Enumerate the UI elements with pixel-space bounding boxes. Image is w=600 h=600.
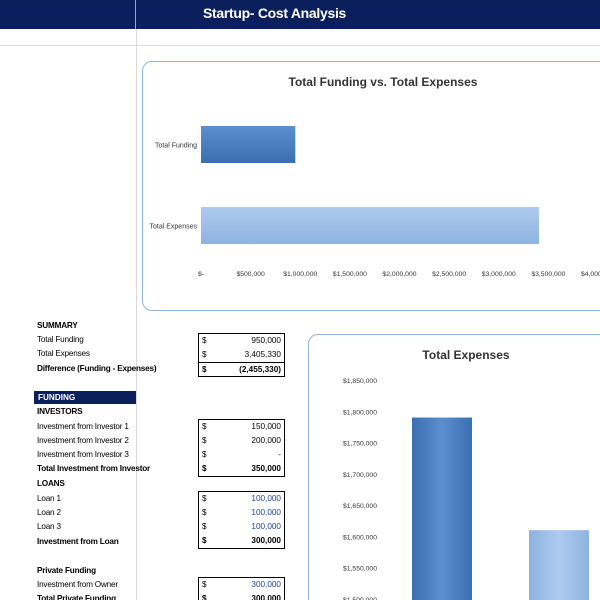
currency-symbol: $ [202,464,207,473]
investors-total-cell[interactable]: $ 350,000 [199,462,284,475]
loan-2-label: Loan 2 [37,508,61,517]
investor-2-cell[interactable]: $ 200,000 [199,434,284,447]
loans-total-label: Investment from Loan [37,537,119,546]
bar-total-expenses[interactable] [201,207,539,244]
currency-symbol: $ [202,536,207,545]
expense-bar[interactable] [529,530,589,600]
sheet-gridline [0,45,600,46]
x-tick-label: $3,000,000 [482,271,516,278]
currency-symbol: $ [202,436,207,445]
investor-3-cell[interactable]: $ - [199,448,284,461]
summary-difference-value: (2,455,330) [239,365,281,374]
investor-2-value: 200,000 [251,436,281,445]
investor-1-value: 150,000 [251,422,281,431]
loan-3-value: 100,000 [251,522,281,531]
y-tick-label: $1,500,000 [343,597,377,600]
currency-symbol: $ [202,450,207,459]
currency-symbol: $ [202,508,207,517]
summary-total-funding-cell[interactable]: $ 950,000 [199,334,284,347]
loan-2-cell[interactable]: $ 100,000 [199,506,284,519]
total-expenses-svg: Total Expenses $1,500,000 $1,550,000 $1,60… [343,348,589,600]
investors-total-value: 350,000 [251,464,281,473]
loans-heading: LOANS [37,479,65,488]
investor-3-label: Investment from Investor 3 [37,450,129,459]
chart-title: Total Expenses [422,348,509,362]
private-funding-heading: Private Funding [37,566,96,575]
total-expenses-chart[interactable]: Total Expenses $1,500,000 $1,550,000 $1,60… [308,334,600,600]
owner-investment-label: Investment from Owner [37,580,118,589]
x-tick-label: $1,000,000 [283,271,317,278]
loan-3-cell[interactable]: $ 100,000 [199,520,284,533]
investor-3-value: - [278,450,281,459]
private-total-label: Total Private Funding [37,594,116,600]
header-divider [135,0,136,29]
loan-3-label: Loan 3 [37,522,61,531]
private-total-value: 300,000 [251,594,281,600]
summary-heading: SUMMARY [37,321,78,330]
summary-difference-label: Difference (Funding - Expenses) [37,364,157,373]
investors-heading: INVESTORS [37,407,83,416]
loan-1-cell[interactable]: $ 100,000 [199,492,284,505]
loans-values-box: $ 100,000 $ 100,000 $ 100,000 $ 300,000 [198,491,285,549]
x-tick-label: $- [198,271,204,278]
private-total-cell[interactable]: $ 300,000 [199,592,284,600]
summary-values-box: $ 950,000 $ 3,405,330 $ (2,455,330) [198,333,285,377]
currency-symbol: $ [202,494,207,503]
funding-section-band: FUNDING [34,391,136,404]
y-tick-label: $1,800,000 [343,409,377,416]
x-tick-label: $4,000,000 [581,271,600,278]
bar-total-funding[interactable] [201,126,296,163]
loan-1-value: 100,000 [251,494,281,503]
category-label: Total Expenses [150,224,198,231]
sheet-column-divider [136,29,137,600]
y-tick-label: $1,850,000 [343,378,377,385]
investor-1-label: Investment from Investor 1 [37,422,129,431]
x-tick-label: $3,500,000 [531,271,565,278]
currency-symbol: $ [202,422,207,431]
y-tick-label: $1,550,000 [343,566,377,573]
page-title: Startup- Cost Analysis [203,5,347,21]
currency-symbol: $ [202,522,207,531]
investors-total-label: Total Investment from Investor [37,464,151,473]
loans-total-value: 300,000 [251,536,281,545]
y-tick-label: $1,750,000 [343,441,377,448]
category-label: Total Funding [155,143,197,150]
loan-1-label: Loan 1 [37,494,61,503]
funding-vs-expenses-chart[interactable]: Total Funding vs. Total Expenses Total F… [142,61,600,311]
summary-total-expenses-value: 3,405,330 [244,350,281,359]
investor-2-label: Investment from Investor 2 [37,436,129,445]
currency-symbol: $ [202,580,207,589]
expense-bar[interactable] [412,417,472,600]
x-tick-label: $2,500,000 [432,271,466,278]
investors-values-box: $ 150,000 $ 200,000 $ - $ 350,000 [198,419,285,477]
x-tick-label: $500,000 [236,271,265,278]
currency-symbol: $ [202,336,207,345]
y-tick-label: $1,600,000 [343,534,377,541]
owner-investment-cell[interactable]: $ 300,000 [199,578,284,591]
summary-total-funding-label: Total Funding [37,335,84,344]
summary-difference-cell[interactable]: $ (2,455,330) [199,362,284,375]
loans-total-cell[interactable]: $ 300,000 [199,534,284,547]
private-values-box: $ 300,000 $ 300,000 [198,577,285,600]
summary-total-expenses-cell[interactable]: $ 3,405,330 [199,348,284,361]
loan-2-value: 100,000 [251,508,281,517]
funding-vs-expenses-svg: Total Funding vs. Total Expenses Total F… [150,75,600,278]
investor-1-cell[interactable]: $ 150,000 [199,420,284,433]
chart-title: Total Funding vs. Total Expenses [289,75,478,89]
header-bar: Startup- Cost Analysis [0,0,600,29]
currency-symbol: $ [202,365,207,374]
summary-total-expenses-label: Total Expenses [37,349,90,358]
x-tick-label: $2,000,000 [382,271,416,278]
y-tick-label: $1,700,000 [343,472,377,479]
x-tick-label: $1,500,000 [333,271,367,278]
currency-symbol: $ [202,350,207,359]
currency-symbol: $ [202,594,207,600]
owner-investment-value: 300,000 [251,580,281,589]
y-tick-label: $1,650,000 [343,503,377,510]
summary-total-funding-value: 950,000 [251,336,281,345]
